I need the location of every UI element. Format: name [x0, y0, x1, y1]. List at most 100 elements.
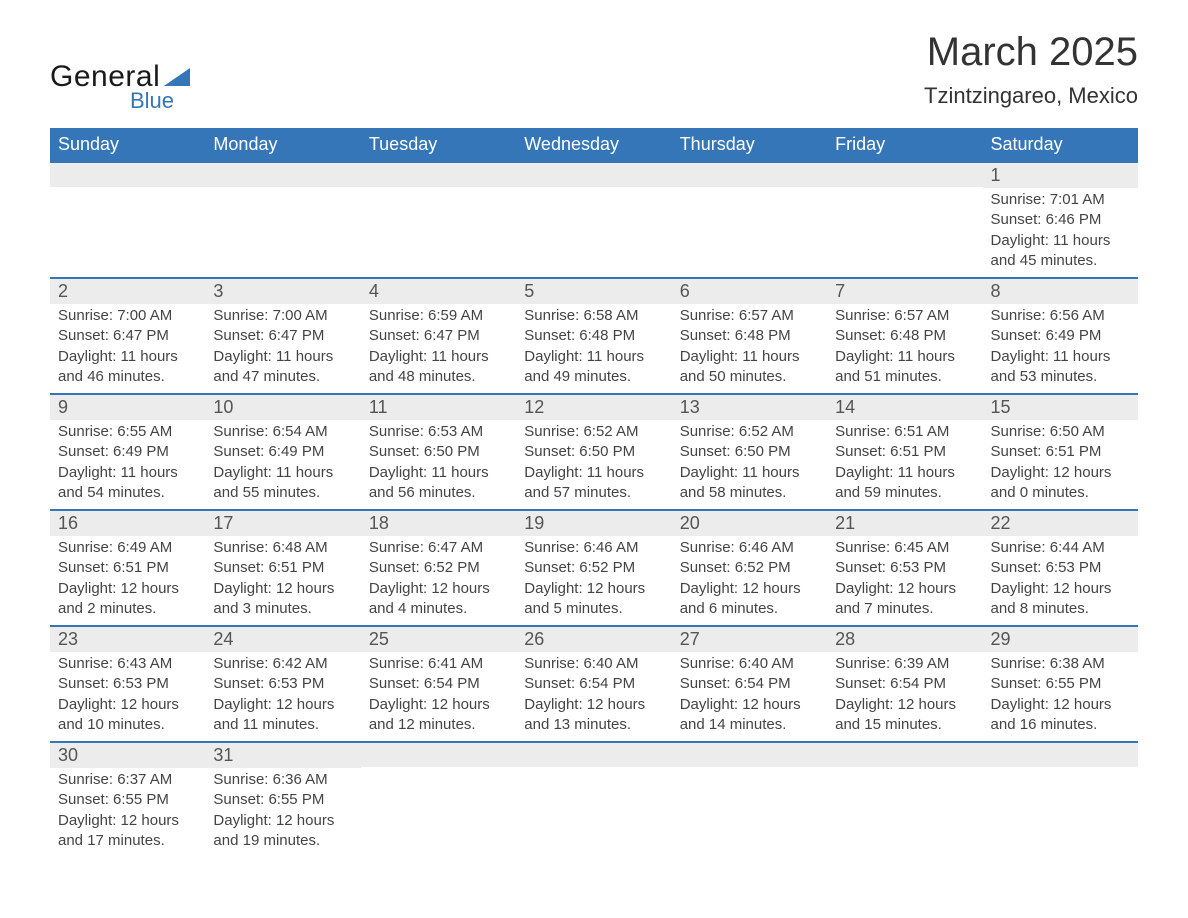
day-cell: 2Sunrise: 7:00 AMSunset: 6:47 PMDaylight…: [50, 278, 205, 394]
week-row: 1Sunrise: 7:01 AMSunset: 6:46 PMDaylight…: [50, 162, 1138, 278]
day-sunset: Sunset: 6:50 PM: [369, 442, 508, 462]
day-details: Sunrise: 6:50 AMSunset: 6:51 PMDaylight:…: [983, 420, 1138, 509]
day-cell: 29Sunrise: 6:38 AMSunset: 6:55 PMDayligh…: [983, 626, 1138, 742]
day-cell: [50, 162, 205, 278]
day-daylight1: Daylight: 11 hours: [369, 463, 508, 483]
day-cell: 20Sunrise: 6:46 AMSunset: 6:52 PMDayligh…: [672, 510, 827, 626]
day-daylight2: and 11 minutes.: [213, 715, 352, 735]
day-sunset: Sunset: 6:52 PM: [524, 558, 663, 578]
day-daylight2: and 5 minutes.: [524, 599, 663, 619]
day-details: Sunrise: 6:40 AMSunset: 6:54 PMDaylight:…: [672, 652, 827, 741]
day-sunset: Sunset: 6:53 PM: [835, 558, 974, 578]
day-daylight2: and 12 minutes.: [369, 715, 508, 735]
day-number: 12: [516, 395, 671, 420]
day-sunrise: Sunrise: 6:40 AM: [524, 654, 663, 674]
day-sunset: Sunset: 6:51 PM: [991, 442, 1130, 462]
day-details: Sunrise: 6:46 AMSunset: 6:52 PMDaylight:…: [672, 536, 827, 625]
header: General Blue March 2025 Tzintzingareo, M…: [50, 30, 1138, 114]
day-cell: 1Sunrise: 7:01 AMSunset: 6:46 PMDaylight…: [983, 162, 1138, 278]
weekday-header: Tuesday: [361, 128, 516, 162]
week-row: 16Sunrise: 6:49 AMSunset: 6:51 PMDayligh…: [50, 510, 1138, 626]
day-details: Sunrise: 6:36 AMSunset: 6:55 PMDaylight:…: [205, 768, 360, 857]
day-number: 11: [361, 395, 516, 420]
day-sunset: Sunset: 6:49 PM: [213, 442, 352, 462]
day-cell: [205, 162, 360, 278]
day-cell: 26Sunrise: 6:40 AMSunset: 6:54 PMDayligh…: [516, 626, 671, 742]
day-sunset: Sunset: 6:48 PM: [835, 326, 974, 346]
day-cell: 28Sunrise: 6:39 AMSunset: 6:54 PMDayligh…: [827, 626, 982, 742]
day-number: 3: [205, 279, 360, 304]
day-cell: 9Sunrise: 6:55 AMSunset: 6:49 PMDaylight…: [50, 394, 205, 510]
day-sunset: Sunset: 6:48 PM: [680, 326, 819, 346]
day-daylight2: and 51 minutes.: [835, 367, 974, 387]
day-details: Sunrise: 6:48 AMSunset: 6:51 PMDaylight:…: [205, 536, 360, 625]
day-number: [672, 163, 827, 187]
day-cell: 17Sunrise: 6:48 AMSunset: 6:51 PMDayligh…: [205, 510, 360, 626]
day-daylight2: and 53 minutes.: [991, 367, 1130, 387]
day-number: [205, 163, 360, 187]
day-sunrise: Sunrise: 7:00 AM: [213, 306, 352, 326]
day-sunrise: Sunrise: 6:51 AM: [835, 422, 974, 442]
day-number: 5: [516, 279, 671, 304]
day-daylight1: Daylight: 11 hours: [58, 347, 197, 367]
day-details: Sunrise: 6:39 AMSunset: 6:54 PMDaylight:…: [827, 652, 982, 741]
day-details: Sunrise: 6:46 AMSunset: 6:52 PMDaylight:…: [516, 536, 671, 625]
week-row: 2 Sunrise: 7:00 AMSunset: 6:47 PM Daylight…: [50, 278, 1138, 394]
day-number: 2: [50, 279, 205, 304]
week-row: 9Sunrise: 6:55 AMSunset: 6:49 PMDaylight…: [50, 394, 1138, 510]
calendar-body: 1Sunrise: 7:01 AMSunset: 6:46 PMDaylight…: [50, 162, 1138, 857]
day-cell: 4Sunrise: 6:59 AMSunset: 6:47 PMDaylight…: [361, 278, 516, 394]
day-number: 27: [672, 627, 827, 652]
brand-logo: General Blue: [50, 60, 190, 114]
day-details: Sunrise: 6:58 AMSunset: 6:48 PMDaylight:…: [516, 304, 671, 393]
day-daylight1: Daylight: 12 hours: [835, 695, 974, 715]
day-sunrise: Sunrise: 6:41 AM: [369, 654, 508, 674]
day-cell: 5Sunrise: 6:58 AMSunset: 6:48 PMDaylight…: [516, 278, 671, 394]
day-details: Sunrise: 6:52 AMSunset: 6:50 PMDaylight:…: [672, 420, 827, 509]
day-daylight2: and 45 minutes.: [991, 251, 1130, 271]
day-daylight2: and 46 minutes.: [58, 367, 197, 387]
day-daylight2: and 13 minutes.: [524, 715, 663, 735]
day-details: Sunrise: 6:37 AMSunset: 6:55 PMDaylight:…: [50, 768, 205, 857]
day-sunrise: Sunrise: 6:52 AM: [680, 422, 819, 442]
day-details: Sunrise: 7:01 AMSunset: 6:46 PMDaylight:…: [983, 188, 1138, 277]
day-daylight2: and 54 minutes.: [58, 483, 197, 503]
day-cell: 27Sunrise: 6:40 AMSunset: 6:54 PMDayligh…: [672, 626, 827, 742]
day-details: Sunrise: 6:59 AMSunset: 6:47 PMDaylight:…: [361, 304, 516, 393]
day-cell: [516, 742, 671, 857]
day-cell: 31Sunrise: 6:36 AMSunset: 6:55 PMDayligh…: [205, 742, 360, 857]
weekday-header-row: Sunday Monday Tuesday Wednesday Thursday…: [50, 128, 1138, 162]
day-number: 29: [983, 627, 1138, 652]
day-details: [672, 187, 827, 265]
day-sunrise: Sunrise: 6:37 AM: [58, 770, 197, 790]
location-subtitle: Tzintzingareo, Mexico: [924, 83, 1138, 109]
day-cell: [361, 742, 516, 857]
day-cell: 22Sunrise: 6:44 AMSunset: 6:53 PMDayligh…: [983, 510, 1138, 626]
day-details: Sunrise: 6:45 AMSunset: 6:53 PMDaylight:…: [827, 536, 982, 625]
day-daylight1: Daylight: 12 hours: [213, 579, 352, 599]
day-sunset: Sunset: 6:53 PM: [991, 558, 1130, 578]
day-cell: 15Sunrise: 6:50 AMSunset: 6:51 PMDayligh…: [983, 394, 1138, 510]
day-cell: 25Sunrise: 6:41 AMSunset: 6:54 PMDayligh…: [361, 626, 516, 742]
day-sunset: Sunset: 6:52 PM: [680, 558, 819, 578]
day-sunset: Sunset: 6:54 PM: [369, 674, 508, 694]
day-daylight1: Daylight: 11 hours: [835, 463, 974, 483]
day-sunset: Sunset: 6:49 PM: [991, 326, 1130, 346]
day-daylight2: and 16 minutes.: [991, 715, 1130, 735]
day-cell: [827, 742, 982, 857]
weekday-header: Saturday: [983, 128, 1138, 162]
day-number: 1: [983, 163, 1138, 188]
day-number: 8: [983, 279, 1138, 304]
day-number: [672, 743, 827, 767]
day-number: 21: [827, 511, 982, 536]
day-sunset: Sunset: 6:47 PM: [213, 326, 352, 346]
day-sunset: Sunset: 6:55 PM: [991, 674, 1130, 694]
day-cell: 14Sunrise: 6:51 AMSunset: 6:51 PMDayligh…: [827, 394, 982, 510]
week-row: 30Sunrise: 6:37 AMSunset: 6:55 PMDayligh…: [50, 742, 1138, 857]
day-sunrise: Sunrise: 6:43 AM: [58, 654, 197, 674]
day-daylight2: and 56 minutes.: [369, 483, 508, 503]
day-daylight1: Daylight: 12 hours: [991, 463, 1130, 483]
day-daylight2: and 0 minutes.: [991, 483, 1130, 503]
day-daylight2: and 17 minutes.: [58, 831, 197, 851]
day-details: Sunrise: 6:52 AMSunset: 6:50 PMDaylight:…: [516, 420, 671, 509]
